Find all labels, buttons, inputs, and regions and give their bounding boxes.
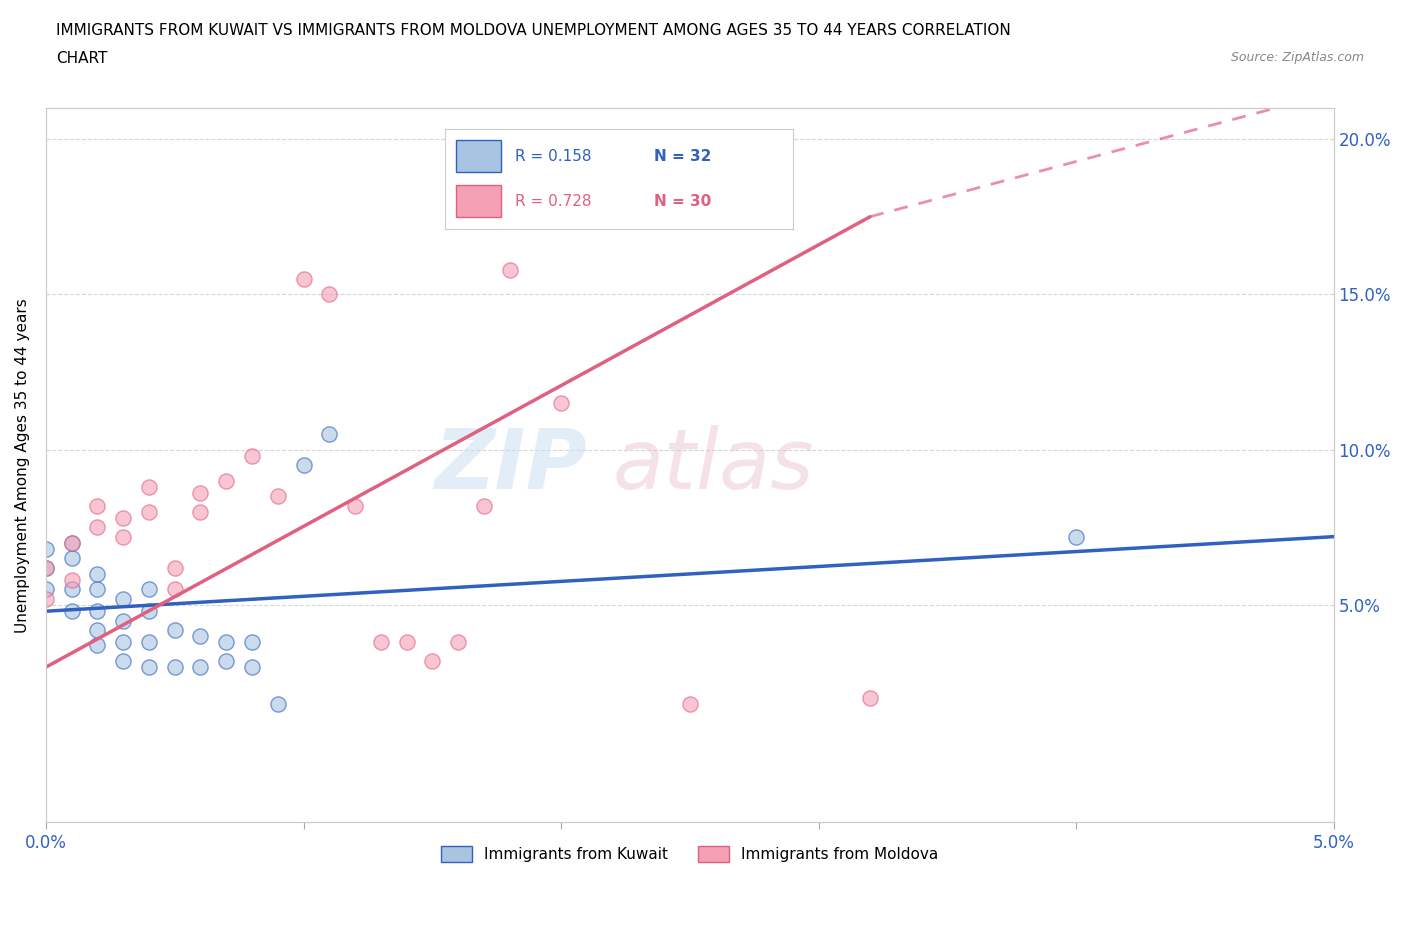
Point <box>370 635 392 650</box>
Point <box>35 560 58 575</box>
Point <box>215 635 238 650</box>
Text: CHART: CHART <box>56 51 108 66</box>
Point <box>190 629 212 644</box>
Point <box>138 480 160 495</box>
Point <box>138 504 160 519</box>
Point <box>86 498 108 513</box>
Text: ZIP: ZIP <box>434 425 586 506</box>
Point <box>112 635 135 650</box>
Point <box>163 560 186 575</box>
Point <box>35 541 58 556</box>
Point <box>267 697 290 711</box>
Point <box>86 604 108 618</box>
Point <box>35 591 58 606</box>
Point <box>86 582 108 597</box>
Point <box>112 613 135 628</box>
Point <box>60 582 83 597</box>
Point <box>35 582 58 597</box>
Point <box>138 635 160 650</box>
Point <box>163 582 186 597</box>
Point <box>60 536 83 551</box>
Point <box>1064 529 1087 544</box>
Point <box>267 489 290 504</box>
Point <box>679 697 702 711</box>
Point <box>60 573 83 588</box>
Point <box>550 395 572 410</box>
Point <box>240 659 263 674</box>
Point <box>550 169 572 184</box>
Legend: Immigrants from Kuwait, Immigrants from Moldova: Immigrants from Kuwait, Immigrants from … <box>434 840 945 869</box>
Point <box>86 622 108 637</box>
Point <box>498 262 520 277</box>
Point <box>292 458 315 472</box>
Point <box>163 659 186 674</box>
Point <box>318 287 340 302</box>
Point <box>292 272 315 286</box>
Text: IMMIGRANTS FROM KUWAIT VS IMMIGRANTS FROM MOLDOVA UNEMPLOYMENT AMONG AGES 35 TO : IMMIGRANTS FROM KUWAIT VS IMMIGRANTS FRO… <box>56 23 1011 38</box>
Point <box>215 654 238 669</box>
Text: Source: ZipAtlas.com: Source: ZipAtlas.com <box>1230 51 1364 64</box>
Text: atlas: atlas <box>613 425 814 506</box>
Point <box>112 511 135 525</box>
Point <box>420 654 443 669</box>
Point <box>215 473 238 488</box>
Point <box>190 659 212 674</box>
Point <box>60 604 83 618</box>
Point <box>86 566 108 581</box>
Point <box>138 659 160 674</box>
Point <box>60 551 83 565</box>
Point <box>35 560 58 575</box>
Point <box>86 520 108 535</box>
Point <box>86 638 108 653</box>
Point <box>343 498 366 513</box>
Y-axis label: Unemployment Among Ages 35 to 44 years: Unemployment Among Ages 35 to 44 years <box>15 298 30 632</box>
Point <box>138 604 160 618</box>
Point <box>190 485 212 500</box>
Point <box>190 504 212 519</box>
Point <box>112 654 135 669</box>
Point <box>60 536 83 551</box>
Point <box>447 635 470 650</box>
Point <box>472 498 495 513</box>
Point <box>112 591 135 606</box>
Point <box>395 635 418 650</box>
Point <box>163 622 186 637</box>
Point <box>240 448 263 463</box>
Point <box>859 691 882 706</box>
Point <box>112 529 135 544</box>
Point <box>138 582 160 597</box>
Point <box>240 635 263 650</box>
Point <box>318 427 340 442</box>
